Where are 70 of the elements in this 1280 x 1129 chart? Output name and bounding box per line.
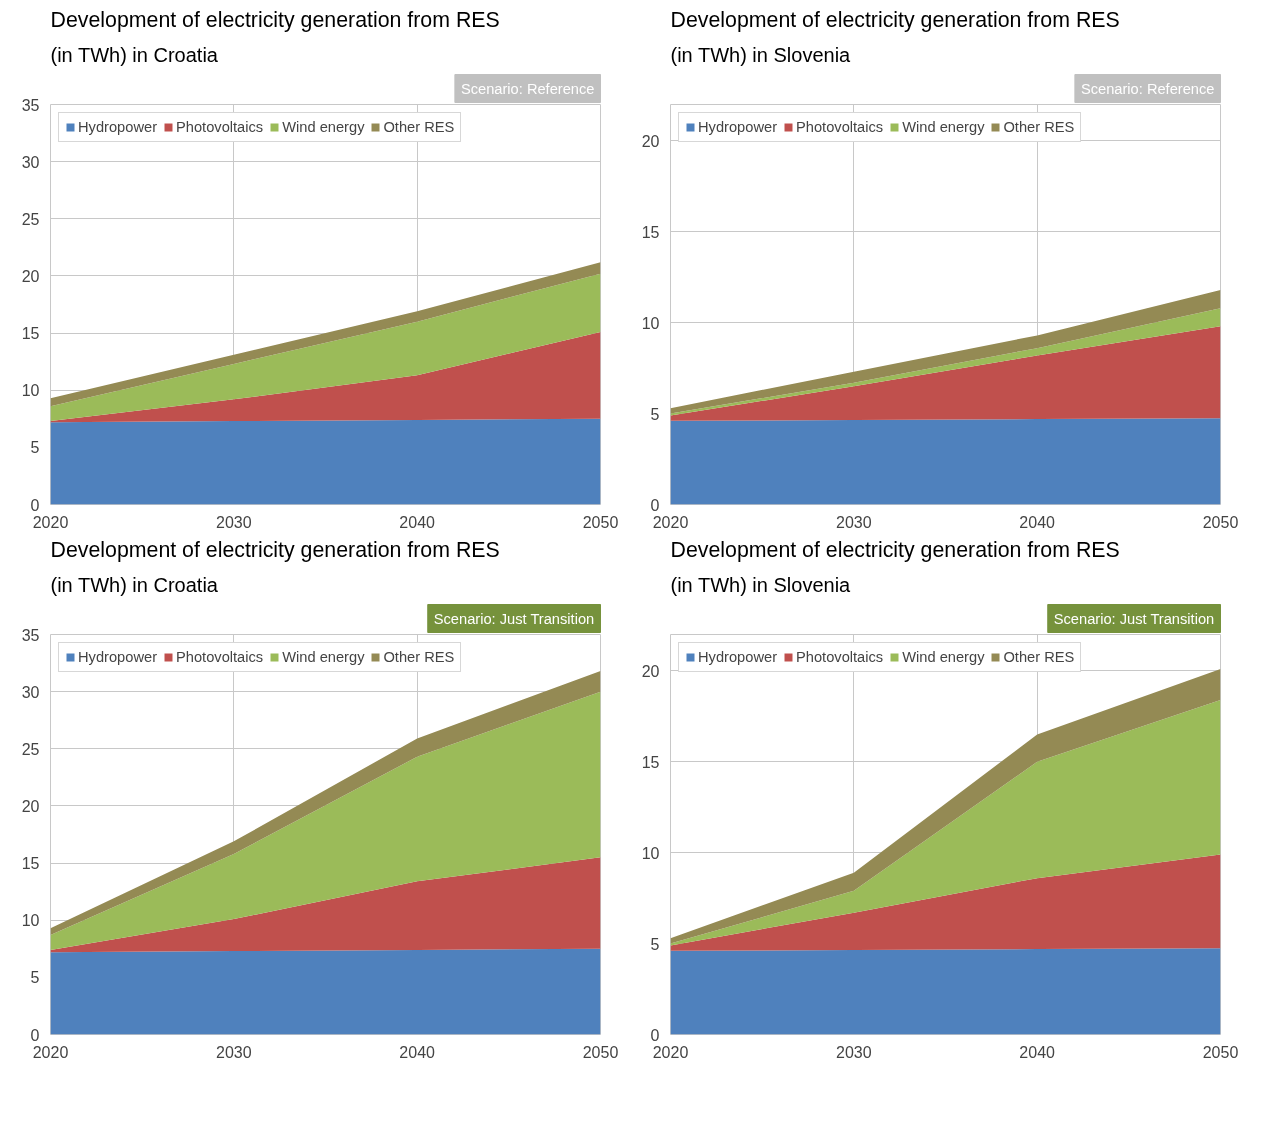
y-tick-label: 20: [641, 662, 660, 680]
legend-label: Other RES: [1003, 649, 1075, 665]
y-tick-label: 0: [30, 1026, 40, 1044]
legend-label: Hydropower: [698, 119, 778, 135]
legend-label: Other RES: [383, 119, 455, 135]
legend-label: Other RES: [1003, 119, 1075, 135]
chart-subtitle: (in TWh) in Croatia: [50, 573, 219, 596]
legend-label: Hydropower: [78, 649, 158, 665]
y-tick-label: 30: [21, 683, 40, 701]
y-tick-label: 30: [21, 153, 40, 171]
legend-label: Photovoltaics: [176, 649, 264, 665]
y-tick-label: 0: [650, 1026, 660, 1044]
x-tick-label: 2050: [582, 1043, 619, 1061]
text: Scenario: Just Transition: [1053, 610, 1215, 627]
x-tick-label: 2040: [399, 1043, 436, 1061]
chart-title: Development of electricity generation from RES: [670, 7, 1120, 32]
y-tick-label: 5: [30, 439, 40, 457]
y-tick-label: 35: [21, 626, 40, 644]
x-tick-label: 2030: [216, 513, 252, 531]
y-tick-label: 15: [21, 855, 40, 873]
chart-title: Development of electricity generation from RES: [670, 537, 1120, 562]
y-tick-label: 5: [30, 969, 40, 987]
legend-label: Other RES: [383, 649, 455, 665]
legend-label: Hydropower: [698, 649, 778, 665]
x-tick-label: 2020: [32, 513, 69, 531]
y-tick-label: 0: [650, 496, 660, 514]
legend-label: Wind energy: [282, 649, 365, 665]
legend-label: Photovoltaics: [176, 119, 264, 135]
x-tick-label: 2040: [399, 513, 436, 531]
legend-label: Wind energy: [902, 649, 985, 665]
x-tick-label: 2020: [32, 1043, 69, 1061]
x-tick-label: 2020: [652, 1043, 689, 1061]
y-tick-label: 25: [21, 740, 40, 758]
y-tick-label: 20: [641, 132, 660, 150]
x-tick-label: 2040: [1019, 1043, 1056, 1061]
y-tick-label: 20: [21, 267, 40, 285]
text: Scenario: Reference: [460, 80, 595, 97]
x-tick-label: 2030: [836, 1043, 872, 1061]
y-tick-label: 10: [641, 844, 660, 862]
legend-label: Wind energy: [282, 119, 365, 135]
legend-label: Hydropower: [78, 119, 158, 135]
y-tick-label: 20: [21, 797, 40, 815]
legend-label: Photovoltaics: [796, 119, 884, 135]
text: Scenario: Just Transition: [433, 610, 595, 627]
text: Scenario: Reference: [1080, 80, 1215, 97]
y-tick-label: 15: [21, 325, 40, 343]
chart-subtitle: (in TWh) in Slovenia: [670, 43, 852, 66]
y-tick-label: 15: [641, 753, 660, 771]
y-tick-label: 35: [21, 96, 40, 114]
y-tick-label: 25: [21, 210, 40, 228]
y-tick-label: 5: [650, 935, 660, 953]
x-tick-label: 2020: [652, 513, 689, 531]
x-tick-label: 2050: [1202, 1043, 1239, 1061]
y-tick-label: 10: [21, 382, 40, 400]
y-tick-label: 10: [641, 314, 660, 332]
chart-title: Development of electricity generation from RES: [50, 7, 500, 32]
x-tick-label: 2040: [1019, 513, 1056, 531]
y-tick-label: 0: [30, 496, 40, 514]
chart-subtitle: (in TWh) in Slovenia: [670, 573, 852, 596]
y-tick-label: 5: [650, 405, 660, 423]
chart-title: Development of electricity generation from RES: [50, 537, 500, 562]
legend-label: Wind energy: [902, 119, 985, 135]
x-tick-label: 2050: [582, 513, 619, 531]
x-tick-label: 2030: [836, 513, 872, 531]
y-tick-label: 10: [21, 912, 40, 930]
legend-label: Photovoltaics: [796, 649, 884, 665]
y-tick-label: 15: [641, 223, 660, 241]
x-tick-label: 2030: [216, 1043, 252, 1061]
chart-subtitle: (in TWh) in Croatia: [50, 43, 219, 66]
x-tick-label: 2050: [1202, 513, 1239, 531]
